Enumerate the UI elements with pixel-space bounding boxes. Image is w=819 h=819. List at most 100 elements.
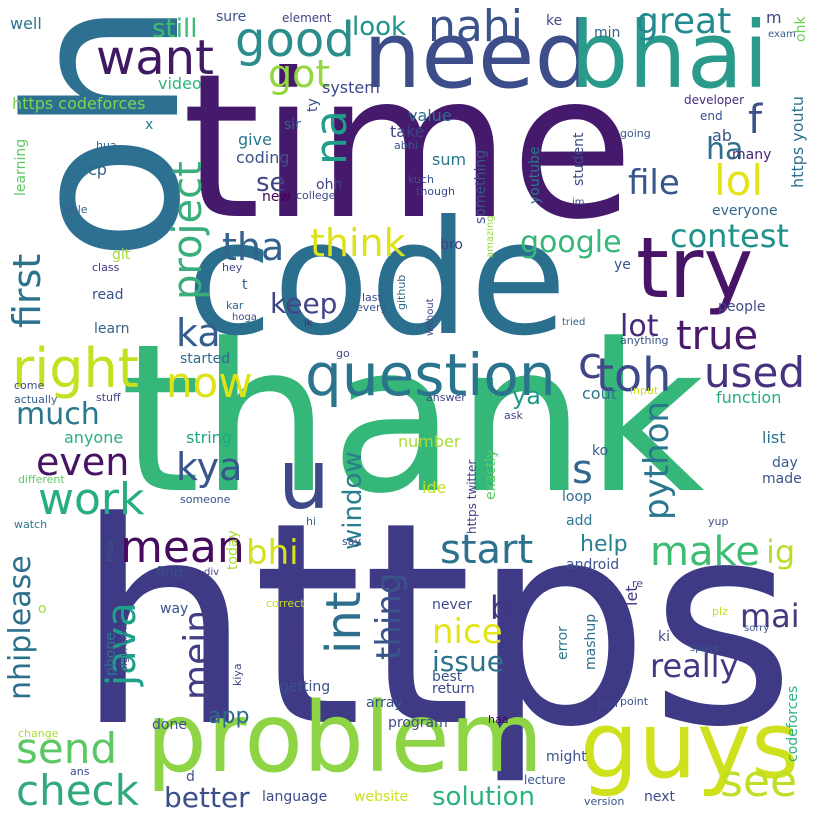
word-nahi: nahi bbox=[428, 1, 523, 52]
word-ki: ki bbox=[658, 629, 670, 645]
word-ye: ye bbox=[614, 257, 631, 273]
word-code: code bbox=[186, 187, 568, 371]
word-ik: ik bbox=[304, 318, 313, 329]
word-end: end bbox=[700, 109, 723, 123]
word-keep: keep bbox=[270, 287, 338, 320]
word-without: without bbox=[425, 298, 436, 336]
word-send: send bbox=[16, 724, 118, 773]
word-someone: someone bbox=[180, 493, 231, 506]
word-hi: hi bbox=[306, 515, 317, 528]
word-sir: sir bbox=[284, 117, 301, 133]
word-kuch: kuch bbox=[408, 173, 435, 186]
word-now: now bbox=[166, 358, 253, 407]
word-ans: ans bbox=[70, 765, 90, 778]
word-ty: ty bbox=[305, 98, 321, 112]
word-hey: hey bbox=[222, 261, 243, 274]
word-learning: learning bbox=[13, 138, 29, 196]
word-min: min bbox=[594, 25, 621, 41]
word-sum: sum bbox=[432, 150, 467, 169]
word-m: m bbox=[766, 8, 782, 27]
word-ko: ko bbox=[592, 443, 609, 459]
word-https-codeforces: https codeforces bbox=[12, 94, 146, 113]
word-still: still bbox=[152, 14, 198, 44]
word-python: python bbox=[637, 401, 677, 520]
word-lot: lot bbox=[620, 309, 659, 344]
word-c: c bbox=[578, 338, 603, 389]
word-int: int bbox=[316, 591, 372, 654]
word-go: go bbox=[336, 347, 350, 360]
word-something: something bbox=[473, 149, 489, 224]
word-abhi: abhi bbox=[394, 139, 418, 152]
word-max: max bbox=[105, 540, 116, 562]
word-much: much bbox=[16, 397, 100, 432]
word-system: system bbox=[322, 78, 380, 97]
word-u: u bbox=[278, 433, 330, 528]
word-function: function bbox=[716, 388, 782, 407]
word-file: file bbox=[628, 163, 680, 203]
word-give: give bbox=[238, 130, 272, 149]
word-mashup: mashup bbox=[583, 613, 599, 670]
word-look: look bbox=[352, 12, 407, 42]
word-bhi: bhi bbox=[246, 533, 299, 573]
word-string: string bbox=[186, 428, 232, 447]
word-hoga: hoga bbox=[232, 312, 257, 323]
word-correct: correct bbox=[266, 597, 305, 610]
word-f: f bbox=[748, 97, 763, 143]
word-try: try bbox=[636, 219, 754, 317]
word-project: project bbox=[165, 161, 211, 300]
word-problem: problem bbox=[146, 682, 544, 794]
word-app: app bbox=[208, 704, 250, 729]
word-time: time bbox=[182, 31, 634, 264]
word-solution: solution bbox=[432, 782, 535, 812]
word-error: error bbox=[555, 626, 571, 660]
word-b: b bbox=[490, 589, 511, 627]
word-loop: loop bbox=[562, 489, 592, 505]
word-college: college bbox=[296, 189, 336, 202]
word-number: number bbox=[398, 432, 461, 451]
word-nhiplease: nhiplease bbox=[3, 555, 38, 700]
word-start: start bbox=[440, 527, 534, 573]
word-good: good bbox=[235, 12, 355, 68]
word-yup: yup bbox=[708, 515, 729, 528]
word-kya: kya bbox=[176, 445, 243, 489]
word-done: done bbox=[152, 717, 187, 733]
word-kiya: kiya bbox=[231, 663, 244, 686]
word-github: github bbox=[395, 274, 408, 310]
word-day: day bbox=[772, 455, 798, 471]
word-https: https bbox=[75, 463, 796, 789]
word-codeforces: codeforces bbox=[785, 685, 801, 762]
word-git: git bbox=[112, 247, 131, 263]
word-amazing: amazing bbox=[485, 215, 496, 258]
word-j: j bbox=[284, 606, 297, 657]
word-language: language bbox=[262, 789, 328, 805]
word-going: going bbox=[620, 127, 651, 140]
word-join: join bbox=[598, 697, 618, 710]
word-learn: learn bbox=[94, 321, 130, 337]
word-anything: anything bbox=[620, 334, 669, 347]
word-though: though bbox=[416, 185, 455, 198]
word-tried: tried bbox=[562, 317, 586, 328]
word-way: way bbox=[160, 601, 189, 617]
word-ha: ha bbox=[706, 132, 744, 167]
word-mai: mai bbox=[740, 597, 800, 635]
word-true: true bbox=[676, 313, 759, 359]
word-cp: cp bbox=[88, 160, 107, 179]
word-s: s bbox=[572, 447, 593, 493]
word-version: version bbox=[584, 795, 625, 808]
word-input: input bbox=[630, 384, 659, 397]
word-first: first bbox=[5, 253, 49, 328]
word-great: great bbox=[636, 1, 732, 42]
word-find: find bbox=[156, 565, 183, 581]
word-contest: contest bbox=[670, 217, 789, 255]
word-really: really bbox=[650, 647, 739, 685]
word-na: na bbox=[306, 110, 357, 165]
word-video: video bbox=[158, 74, 202, 93]
word-list: list bbox=[762, 428, 786, 447]
word-youtube: youtube bbox=[527, 146, 543, 204]
word-website: website bbox=[354, 789, 409, 805]
word-help: help bbox=[580, 532, 628, 557]
word-actually: actually bbox=[14, 393, 58, 406]
word-never: never bbox=[432, 597, 473, 613]
word-next: next bbox=[644, 789, 676, 805]
